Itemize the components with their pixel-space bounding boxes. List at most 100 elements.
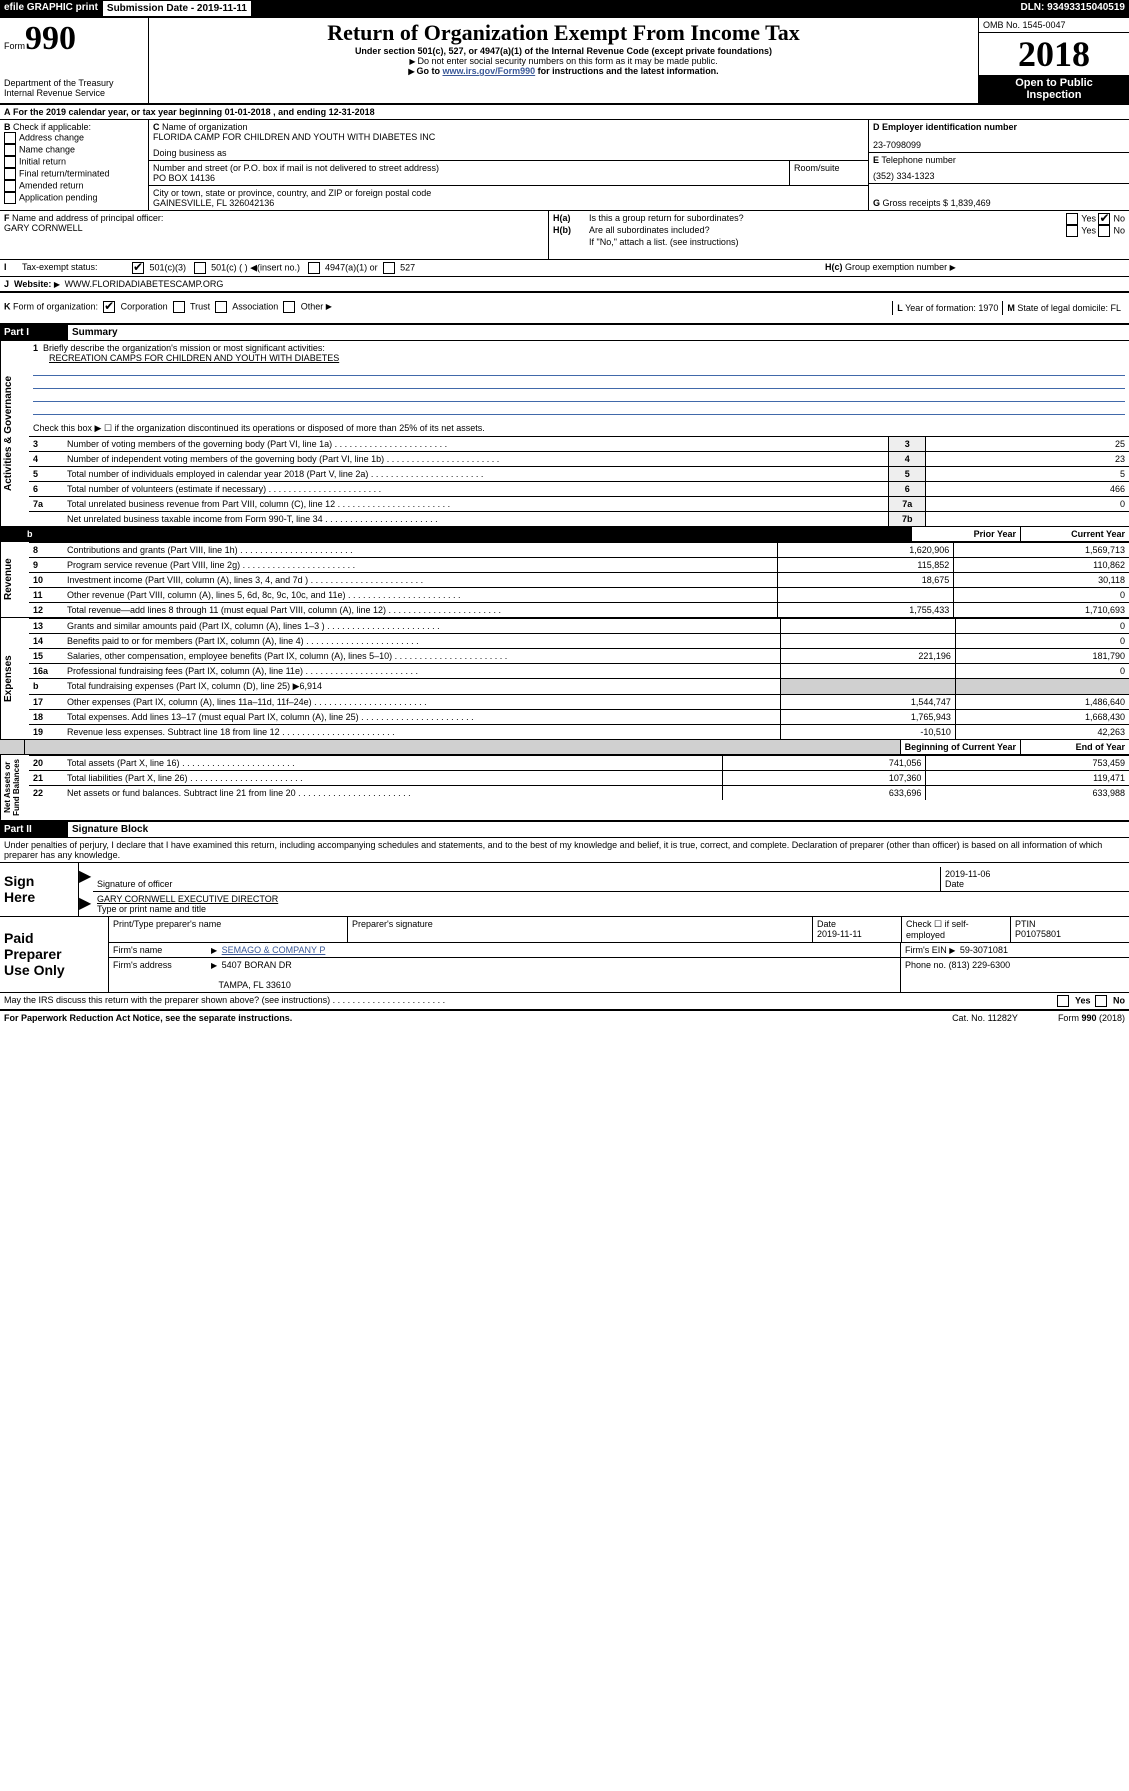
status-501c3-checkbox[interactable] (132, 262, 144, 274)
part1-body: Activities & Governance 1 Briefly descri… (0, 341, 1129, 526)
officer-print-name: GARY CORNWELL EXECUTIVE DIRECTOR (97, 894, 1125, 904)
ha-no-checkbox[interactable] (1098, 213, 1110, 225)
sig-date-label: Date (945, 879, 1125, 889)
year-columns-header: b Prior Year Current Year (0, 526, 1129, 542)
perjury-declaration: Under penalties of perjury, I declare th… (0, 838, 1129, 863)
status-501c-checkbox[interactable] (194, 262, 206, 274)
firm-addr2: TAMPA, FL 33610 (219, 980, 291, 990)
line2-discontinued: Check this box ▶ ☐ if the organization d… (29, 417, 1129, 436)
part2-header: Part II Signature Block (0, 822, 1129, 838)
tax-year: 2018 (979, 33, 1129, 75)
omb-number: OMB No. 1545-0047 (979, 18, 1129, 33)
firm-addr1: 5407 BORAN DR (222, 960, 292, 970)
part1-title: Summary (68, 325, 122, 340)
dba-label: Doing business as (153, 148, 864, 158)
street-label: Number and street (or P.O. box if mail i… (153, 163, 785, 173)
expenses-table: 13Grants and similar amounts paid (Part … (29, 618, 1129, 739)
dept-treasury: Department of the Treasury Internal Reve… (4, 78, 144, 98)
sig-officer-label: Signature of officer (97, 879, 936, 889)
sign-here-label: Sign Here (0, 863, 79, 916)
side-label-governance: Activities & Governance (0, 341, 29, 526)
form-note1: Do not enter social security numbers on … (153, 56, 974, 66)
city-value: GAINESVILLE, FL 326042136 (153, 198, 864, 208)
ha-yes-checkbox[interactable] (1066, 213, 1078, 225)
firm-phone-value: (813) 229-6300 (949, 960, 1011, 970)
officer-name: GARY CORNWELL (4, 223, 544, 233)
check-address-change[interactable]: Address change (4, 132, 144, 144)
side-label-revenue: Revenue (0, 542, 29, 617)
phone-value: (352) 334-1323 (873, 171, 1125, 181)
paid-preparer-label: Paid Preparer Use Only (0, 917, 109, 992)
k-other-checkbox[interactable] (283, 301, 295, 313)
group-exemption-label: Group exemption number (845, 262, 947, 272)
firm-ein-label: Firm's EIN (905, 945, 947, 955)
end-year-header: End of Year (1020, 740, 1129, 754)
revenue-section: Revenue 8Contributions and grants (Part … (0, 542, 1129, 617)
side-label-netassets: Net Assets or Fund Balances (0, 755, 29, 820)
gross-receipts-label: Gross receipts $ (883, 198, 949, 208)
k-assoc-checkbox[interactable] (215, 301, 227, 313)
efile-header: efile GRAPHIC print Submission Date - 20… (0, 0, 1129, 18)
dln-label: DLN: 93493315040519 (1016, 0, 1129, 17)
hb-yes-checkbox[interactable] (1066, 225, 1078, 237)
form-number: 990 (25, 20, 76, 57)
tax-status-row: I Tax-exempt status: 501(c)(3) 501(c) ( … (0, 260, 1129, 277)
discuss-label: May the IRS discuss this return with the… (4, 995, 1057, 1007)
status-527-checkbox[interactable] (383, 262, 395, 274)
form-of-org-label: Form of organization: (13, 301, 98, 311)
firm-name-label: Firm's name (109, 943, 207, 957)
status-4947-checkbox[interactable] (308, 262, 320, 274)
efile-graphic-label[interactable]: efile GRAPHIC print (0, 0, 102, 17)
part1-label: Part I (0, 325, 68, 340)
firm-phone-label: Phone no. (905, 960, 946, 970)
name-label: Name of organization (162, 122, 248, 132)
prep-name-label: Print/Type preparer's name (109, 917, 348, 942)
governance-table: 3Number of voting members of the governi… (29, 436, 1129, 526)
self-employed-check[interactable]: Check ☐ if self-employed (902, 917, 1011, 942)
footer-row: For Paperwork Reduction Act Notice, see … (0, 1011, 1129, 1025)
prior-year-header: Prior Year (911, 527, 1020, 541)
ein-label: Employer identification number (882, 122, 1017, 132)
website-row: J Website: WWW.FLORIDADIABETESCAMP.ORG (0, 277, 1129, 293)
irs-link[interactable]: www.irs.gov/Form990 (442, 66, 535, 76)
room-suite-label: Room/suite (789, 161, 868, 185)
sign-here-block: Sign Here ▶ ▶ Signature of officer 2019-… (0, 863, 1129, 917)
gross-receipts-value: 1,839,469 (951, 198, 991, 208)
begin-year-header: Beginning of Current Year (900, 740, 1020, 754)
submission-date: Submission Date - 2019-11-11 (102, 0, 252, 17)
k-corp-checkbox[interactable] (103, 301, 115, 313)
ptin-label: PTIN (1015, 919, 1125, 929)
current-year-header: Current Year (1020, 527, 1129, 541)
form-title: Return of Organization Exempt From Incom… (153, 20, 974, 46)
check-amended-return[interactable]: Amended return (4, 180, 144, 192)
check-initial-return[interactable]: Initial return (4, 156, 144, 168)
tax-period: A For the 2019 calendar year, or tax yea… (0, 105, 1129, 120)
year-formation-value: 1970 (978, 303, 998, 313)
website-value: WWW.FLORIDADIABETESCAMP.ORG (65, 279, 224, 289)
org-info-block: B Check if applicable: Address change Na… (0, 120, 1129, 211)
hb-no-checkbox[interactable] (1098, 225, 1110, 237)
prep-date-value: 2019-11-11 (817, 929, 897, 939)
check-application-pending[interactable]: Application pending (4, 192, 144, 204)
netassets-section: Net Assets or Fund Balances 20Total asse… (0, 755, 1129, 822)
discuss-no-checkbox[interactable] (1095, 995, 1107, 1007)
ein-value: 23-7098099 (873, 140, 1125, 150)
discuss-yes-checkbox[interactable] (1057, 995, 1069, 1007)
prep-date-label: Date (817, 919, 897, 929)
firm-ein-value: 59-3071081 (960, 945, 1008, 955)
form-org-row: K Form of organization: Corporation Trus… (0, 293, 1129, 325)
part1-header: Part I Summary (0, 325, 1129, 341)
firm-addr-label: Firm's address (109, 958, 207, 992)
part2-label: Part II (0, 822, 68, 837)
check-name-change[interactable]: Name change (4, 144, 144, 156)
form-prefix: Form (4, 41, 25, 51)
k-trust-checkbox[interactable] (173, 301, 185, 313)
prep-sig-label: Preparer's signature (348, 917, 813, 942)
street-value: PO BOX 14136 (153, 173, 785, 183)
h-note: If "No," attach a list. (see instruction… (553, 237, 1125, 247)
check-final-return[interactable]: Final return/terminated (4, 168, 144, 180)
netassets-table: 20Total assets (Part X, line 16)741,0567… (29, 755, 1129, 800)
form-footer: Form 990 (2018) (1058, 1013, 1125, 1023)
firm-name-link[interactable]: SEMAGO & COMPANY P (222, 945, 326, 955)
open-public: Open to Public Inspection (979, 75, 1129, 103)
